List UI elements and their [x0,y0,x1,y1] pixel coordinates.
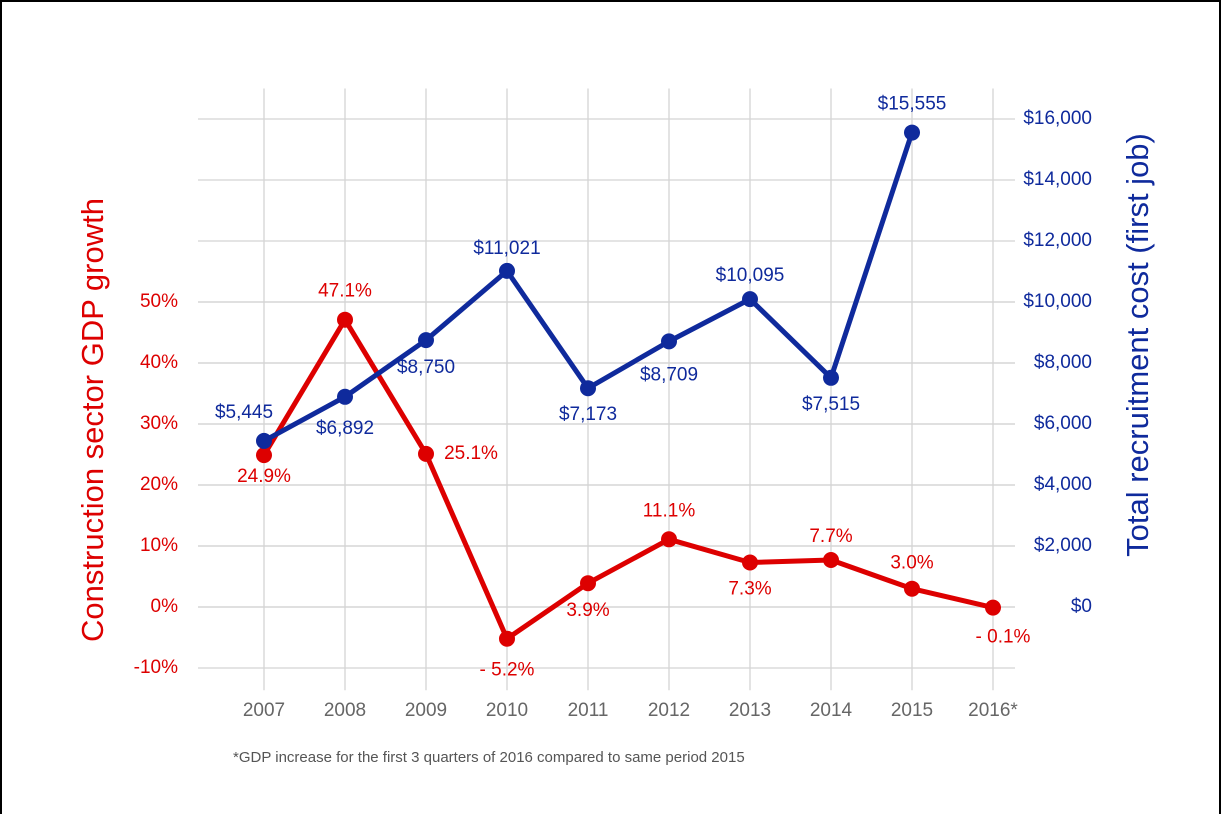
x-tick-label: 2016* [968,700,1018,721]
series-line [261,317,994,642]
y-tick-label: 0% [151,596,179,617]
point [904,124,920,141]
x-tick-label: 2009 [405,700,447,721]
x-tick-label: 2015 [891,700,933,721]
y-tick-label: 40% [140,352,178,373]
data-label: - 0.1% [976,627,1031,648]
data-label: $7,515 [802,394,860,415]
point [499,630,515,647]
y-tick-label: -10% [134,657,178,678]
point [823,552,839,569]
point [661,333,677,350]
x-tick-label: 2011 [568,700,609,721]
y2-tick-label: $10,000 [1023,291,1092,312]
y2-tick-label: $16,000 [1023,108,1092,129]
point [580,380,596,397]
y2-tick-label: $0 [1071,596,1092,617]
data-label: $6,892 [316,418,374,439]
point [742,554,758,571]
data-label: 7.3% [728,578,771,599]
x-tick-label: 2014 [810,700,853,721]
data-label: 3.0% [890,553,933,574]
x-tick-label: 2013 [729,700,771,721]
point [580,575,596,592]
data-label: 7.7% [809,526,852,547]
data-label: - 5.2% [480,660,535,681]
y-tick-label: 10% [140,535,178,556]
y2-axis-title: Total recruitment cost (first job) [1120,133,1155,557]
data-label: 3.9% [566,600,609,621]
point [418,332,434,349]
point [985,599,1001,616]
point [256,432,272,449]
y2-tick-label: $14,000 [1023,169,1092,190]
data-label: $8,709 [640,364,698,385]
x-tick-label: 2008 [324,700,366,721]
point [337,388,353,405]
y2-tick-label: $6,000 [1034,413,1092,434]
data-label: $10,095 [716,265,785,286]
y2-tick-label: $4,000 [1034,474,1092,495]
y-axis-title: Construction sector GDP growth [75,198,110,642]
data-label: $15,555 [878,94,947,115]
data-label: $7,173 [559,404,617,425]
data-label: $8,750 [397,357,455,378]
data-label: 25.1% [444,443,498,464]
data-label: $11,021 [473,238,540,259]
y-tick-label: 50% [140,291,178,312]
point [499,262,515,279]
point [418,445,434,462]
y2-tick-label: $2,000 [1034,535,1092,556]
point [337,311,353,328]
point [661,531,677,548]
point [823,369,839,386]
y-tick-label: 20% [140,474,178,495]
y2-tick-label: $12,000 [1023,230,1092,251]
footnote: *GDP increase for the first 3 quarters o… [233,749,745,766]
data-label: 11.1% [643,500,696,521]
point [256,447,272,464]
data-label: 47.1% [318,281,372,302]
y-tick-label: 30% [140,413,178,434]
y2-tick-label: $8,000 [1034,352,1092,373]
data-label: 24.9% [237,466,291,487]
point [904,580,920,597]
x-tick-label: 2012 [648,700,690,721]
point [742,291,758,308]
data-label: $5,445 [215,402,273,423]
x-tick-label: 2007 [243,700,285,721]
x-tick-label: 2010 [486,700,528,721]
